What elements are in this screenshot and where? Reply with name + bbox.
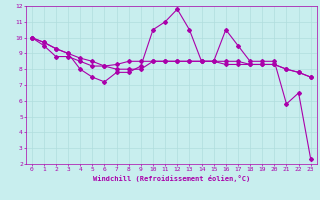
X-axis label: Windchill (Refroidissement éolien,°C): Windchill (Refroidissement éolien,°C) [92,175,250,182]
